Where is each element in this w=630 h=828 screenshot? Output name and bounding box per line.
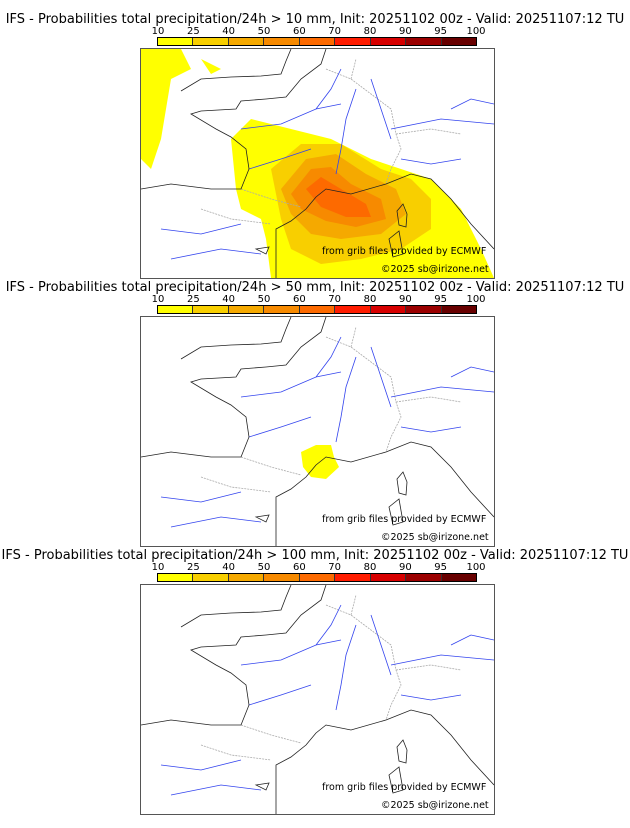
colorbar-swatch	[193, 38, 229, 45]
colorbar-swatch	[158, 306, 194, 313]
probability-area	[306, 177, 371, 217]
probability-map: from grib files provided by ECMWF ©2025 s…	[140, 584, 495, 815]
forecast-panel: IFS - Probabilities total precipitation/…	[0, 12, 630, 280]
colorbar-swatch	[370, 306, 407, 313]
colorbar-tick-label: 40	[222, 562, 236, 573]
colorbar-swatch	[228, 38, 265, 45]
colorbar-swatch	[441, 306, 476, 313]
colorbar-tick-label: 70	[328, 294, 342, 305]
colorbar	[157, 305, 477, 314]
colorbar-tick-label: 10	[151, 562, 165, 573]
colorbar-tick-label: 90	[398, 26, 412, 37]
colorbar-swatch	[264, 306, 300, 313]
colorbar-swatch	[264, 38, 300, 45]
colorbar-swatch	[335, 38, 371, 45]
colorbar-swatch	[193, 574, 229, 581]
colorbar-tick-label: 10	[151, 26, 165, 37]
colorbar-tick-label: 25	[186, 26, 200, 37]
colorbar-tick-label: 10	[151, 294, 165, 305]
colorbar-swatch	[335, 574, 371, 581]
colorbar-swatch	[299, 38, 336, 45]
source-credit: from grib files provided by ECMWF	[322, 246, 487, 257]
rivers	[160, 68, 494, 260]
colorbar-tick-label: 95	[434, 294, 448, 305]
colorbar-swatch	[193, 306, 229, 313]
colorbar-tick-label: 100	[466, 562, 486, 573]
colorbar	[157, 37, 477, 46]
colorbar-swatch	[441, 574, 476, 581]
copyright-credit: ©2025 sb@irizone.net	[381, 532, 489, 543]
colorbar-swatch	[335, 306, 371, 313]
colorbar-tick-label: 90	[398, 562, 412, 573]
colorbar-tick-label: 50	[257, 26, 271, 37]
copyright-credit: ©2025 sb@irizone.net	[381, 264, 489, 275]
map-canvas	[141, 49, 494, 278]
colorbar-tick-label: 60	[292, 26, 306, 37]
colorbar-swatch	[299, 306, 336, 313]
map-title: IFS - Probabilities total precipitation/…	[5, 12, 625, 27]
colorbar-swatch	[158, 574, 194, 581]
colorbar-swatch	[264, 574, 300, 581]
copyright-credit: ©2025 sb@irizone.net	[381, 800, 489, 811]
coastline	[141, 585, 494, 814]
colorbar-tick-label: 70	[328, 562, 342, 573]
colorbar	[157, 573, 477, 582]
source-credit: from grib files provided by ECMWF	[322, 782, 487, 793]
probability-map: from grib files provided by ECMWF ©2025 s…	[140, 48, 495, 279]
colorbar-swatch	[228, 574, 265, 581]
colorbar-tick-label: 95	[434, 562, 448, 573]
colorbar-swatch	[406, 306, 442, 313]
colorbar-tick-label: 80	[363, 26, 377, 37]
map-canvas	[141, 317, 494, 546]
colorbar-swatch	[406, 38, 442, 45]
colorbar-tick-label: 90	[398, 294, 412, 305]
forecast-panel: IFS - Probabilities total precipitation/…	[0, 280, 630, 548]
colorbar-tick-label: 80	[363, 294, 377, 305]
colorbar-tick-label: 25	[186, 562, 200, 573]
colorbar-tick-label: 60	[292, 294, 306, 305]
country-borders	[200, 326, 462, 493]
colorbar-tick-label: 100	[466, 294, 486, 305]
colorbar-swatch	[370, 38, 407, 45]
coastline	[141, 49, 494, 278]
colorbar-tick-label: 95	[434, 26, 448, 37]
map-canvas	[141, 585, 494, 814]
source-credit: from grib files provided by ECMWF	[322, 514, 487, 525]
colorbar-swatch	[158, 38, 194, 45]
colorbar-swatch	[406, 574, 442, 581]
coastline	[141, 317, 494, 546]
map-title: IFS - Probabilities total precipitation/…	[5, 280, 625, 295]
colorbar-tick-label: 80	[363, 562, 377, 573]
map-title: IFS - Probabilities total precipitation/…	[1, 548, 629, 563]
colorbar-tick-label: 70	[328, 26, 342, 37]
colorbar-tick-label: 40	[222, 26, 236, 37]
colorbar-swatch	[228, 306, 265, 313]
country-borders	[200, 58, 462, 225]
colorbar-tick-label: 25	[186, 294, 200, 305]
colorbar-tick-label: 60	[292, 562, 306, 573]
colorbar-tick-label: 100	[466, 26, 486, 37]
colorbar-swatch	[370, 574, 407, 581]
colorbar-tick-label: 50	[257, 562, 271, 573]
probability-map: from grib files provided by ECMWF ©2025 s…	[140, 316, 495, 547]
colorbar-tick-label: 50	[257, 294, 271, 305]
colorbar-swatch	[441, 38, 476, 45]
colorbar-swatch	[299, 574, 336, 581]
rivers	[160, 336, 494, 528]
colorbar-tick-label: 40	[222, 294, 236, 305]
country-borders	[200, 594, 462, 761]
forecast-panel: IFS - Probabilities total precipitation/…	[0, 548, 630, 816]
rivers	[160, 604, 494, 796]
